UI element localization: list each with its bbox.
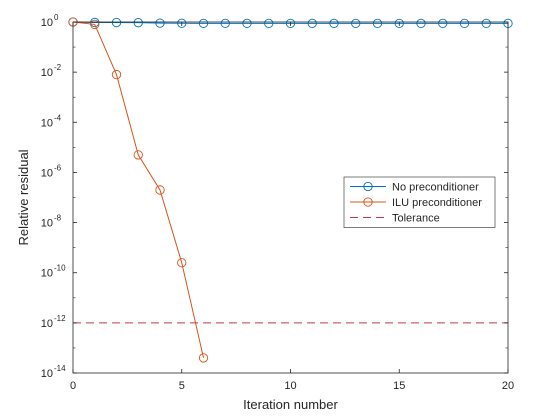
y-tick-label: 10-4 (41, 113, 62, 129)
legend-marker (363, 181, 373, 192)
data-point (177, 18, 187, 28)
y-tick-label: 10-2 (41, 63, 62, 79)
x-axis-label: Iteration number (243, 397, 338, 412)
data-point (177, 258, 187, 268)
data-point (307, 18, 317, 29)
x-tick-label: 15 (393, 380, 405, 392)
y-tick-exponent: -14 (54, 364, 66, 373)
y-tick-exponent: -4 (54, 113, 62, 122)
data-point (198, 18, 209, 29)
y-tick-label: 100 (41, 13, 59, 29)
data-point (459, 18, 470, 29)
y-tick-exponent: -8 (54, 214, 62, 223)
y-tick-exponent: -10 (54, 264, 66, 273)
y-tick-label: 10-14 (41, 364, 66, 380)
data-point (351, 18, 361, 29)
data-point (416, 18, 426, 29)
data-point (220, 18, 230, 29)
y-tick-label: 10-12 (41, 314, 66, 330)
data-point (111, 17, 122, 28)
x-tick-label: 0 (70, 380, 76, 392)
y-tick-exponent: -2 (54, 63, 62, 72)
y-tick-label: 10-8 (41, 214, 62, 230)
data-point (285, 18, 296, 29)
data-point (111, 69, 122, 80)
x-tick-label: 10 (284, 380, 296, 392)
x-tick-label: 5 (179, 380, 185, 392)
legend-entry: No preconditioner (350, 182, 479, 194)
series-line (72, 21, 204, 359)
data-point (242, 18, 252, 29)
y-tick-exponent: 0 (54, 13, 59, 22)
data-point (133, 150, 143, 160)
data-point (90, 19, 100, 30)
data-point (394, 18, 404, 29)
y-tick-exponent: -12 (54, 314, 66, 323)
data-point (155, 185, 165, 195)
data-point (133, 18, 143, 28)
data-point (155, 18, 165, 28)
x-tick-label: 20 (502, 380, 514, 392)
legend-label: ILU preconditioner (392, 197, 482, 209)
y-tick-label: 10-10 (41, 264, 66, 280)
y-tick-label: 10-6 (41, 163, 62, 179)
legend-entry: ILU preconditioner (350, 197, 482, 209)
data-point (481, 18, 491, 29)
data-point (329, 18, 339, 29)
data-point (438, 18, 448, 29)
data-point (198, 353, 209, 363)
legend: No preconditioner ILU preconditioner Toler… (343, 176, 496, 228)
legend-label: Tolerance (392, 213, 440, 225)
y-axis-label: Relative residual (16, 149, 31, 245)
data-point (264, 18, 274, 29)
data-point (372, 18, 383, 29)
legend-entry: Tolerance (350, 213, 440, 225)
y-tick-exponent: -6 (54, 163, 62, 172)
legend-label: No preconditioner (392, 182, 479, 194)
legend-marker (363, 197, 373, 207)
